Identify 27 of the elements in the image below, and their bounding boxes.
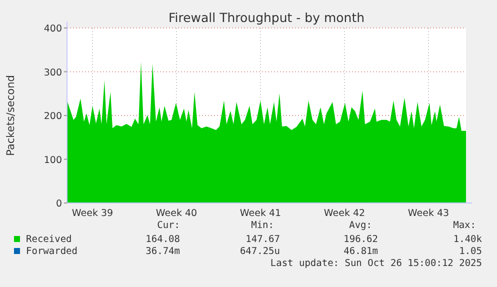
y-tick-label: 0	[56, 198, 62, 210]
text: 147.67	[246, 234, 280, 245]
y-tick-label: 100	[44, 154, 62, 166]
legend-label: Forwarded	[26, 246, 78, 257]
text: 164.08	[146, 234, 180, 245]
text: Avg:	[349, 220, 372, 231]
text: 36.74m	[146, 246, 180, 257]
text: Last update: Sun Oct 26 15:00:12 2025	[270, 258, 482, 269]
text: Max:	[453, 220, 476, 231]
y-axis-title: Packets/second	[5, 75, 17, 156]
text: Cur:	[157, 220, 180, 231]
legend-label: Received	[26, 234, 72, 245]
x-tick-label: Week 41	[240, 208, 282, 219]
y-tick-label: 400	[44, 24, 62, 34]
text: 1.40k	[453, 234, 482, 245]
chart-title: Firewall Throughput - by month	[168, 10, 365, 25]
x-tick-label: Week 40	[156, 208, 198, 219]
text: 46.81m	[344, 246, 378, 257]
text: 1.05	[459, 246, 482, 257]
y-tick-label: 200	[44, 111, 62, 122]
x-tick-label: Week 42	[324, 208, 366, 219]
text: Min:	[251, 220, 274, 231]
x-tick-label: Week 39	[72, 208, 114, 219]
text: 647.25u	[240, 246, 280, 257]
text: 196.62	[344, 234, 378, 245]
y-tick-label: 300	[44, 67, 62, 78]
x-tick-label: Week 43	[408, 208, 450, 219]
